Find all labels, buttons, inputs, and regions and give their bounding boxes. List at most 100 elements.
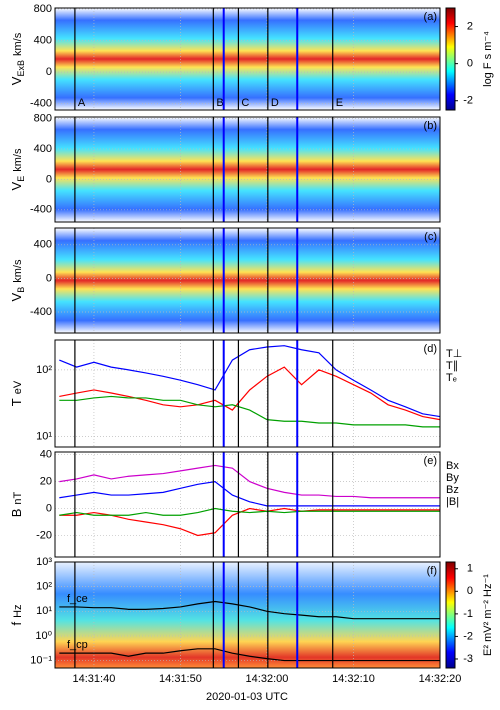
y-tick-label: -400 — [30, 306, 52, 318]
legend-entry: T∥ — [446, 360, 458, 372]
event-label: B — [216, 97, 223, 109]
panel-label: (e) — [424, 455, 437, 467]
legend-entry: Bz — [446, 484, 459, 496]
legend-entry: |B| — [446, 496, 459, 508]
y-tick-label: 10⁰ — [35, 630, 52, 642]
panel-frame — [54, 451, 441, 558]
y-tick-label: 0 — [46, 502, 52, 514]
y-tick-label: 0 — [46, 173, 52, 185]
y-label-symbol: V — [9, 181, 24, 190]
y-tick-label: 400 — [34, 143, 52, 155]
panel-frame — [54, 7, 441, 111]
y-tick-label: 10⁻¹ — [30, 654, 52, 666]
colorbar-tick-label: -3 — [463, 653, 473, 665]
y-tick-label: 10¹ — [36, 605, 52, 617]
legend-entry: Tₑ — [446, 372, 457, 384]
x-tick-label: 14:32:20 — [419, 673, 462, 685]
panel-frame — [54, 561, 441, 669]
colorbar-tick-label: 1 — [467, 563, 473, 575]
y-tick-label: -400 — [30, 204, 52, 216]
event-label: E — [336, 97, 343, 109]
y-tick-label: 800 — [34, 3, 52, 15]
event-label: A — [78, 97, 86, 109]
x-tick-label: 14:31:50 — [159, 673, 202, 685]
panel-label: (d) — [424, 343, 437, 355]
x-tick-label: 14:32:00 — [246, 673, 289, 685]
legend-entry: By — [446, 472, 459, 484]
y-label-subscript: E — [16, 176, 26, 182]
series-line — [59, 345, 441, 418]
line-label: f_cp — [67, 639, 88, 651]
series-line — [59, 395, 440, 428]
colorbar-label: log F s m⁻⁴ — [482, 31, 494, 87]
y-axis-label: TeV — [9, 380, 24, 406]
x-tick-label: 14:31:40 — [73, 673, 116, 685]
series-line — [59, 480, 440, 507]
event-label: C — [241, 97, 249, 109]
y-label-unit: nT — [12, 491, 24, 504]
y-axis-label: VExB km/s — [9, 32, 26, 85]
colorbar-tick-label: 0 — [467, 585, 473, 597]
colorbar-tick-label: -2 — [463, 95, 473, 107]
colorbar-label: E² mV² m⁻² Hz⁻¹ — [482, 574, 494, 656]
legend-entry: T⊥ — [446, 348, 462, 360]
y-axis-label: f Hz — [9, 604, 24, 625]
y-tick-label: 0 — [46, 272, 52, 284]
y-tick-label: 400 — [34, 34, 52, 46]
frequency-line — [59, 648, 440, 662]
y-label-unit: Hz — [12, 604, 24, 617]
spectrogram — [55, 117, 440, 222]
y-label-subscript: B — [16, 287, 26, 293]
colorbar-tick-label: 0 — [467, 58, 473, 70]
panel-frame — [54, 116, 441, 223]
panel-label: (a) — [424, 11, 437, 23]
panel-label: (c) — [424, 231, 437, 243]
colorbar — [445, 561, 456, 669]
series-line — [59, 464, 440, 499]
series-line — [59, 507, 440, 537]
event-label: D — [271, 97, 279, 109]
legend-entry: Bx — [446, 460, 459, 472]
y-tick-label: 0 — [46, 66, 52, 78]
y-tick-label: 20 — [40, 476, 52, 488]
colorbar-tick-label: -1 — [463, 608, 473, 620]
frequency-line — [59, 600, 440, 620]
colorbar — [445, 7, 456, 111]
spectrogram — [55, 8, 440, 110]
y-label-subscript: ExB — [16, 60, 26, 77]
panel-label: (b) — [424, 120, 437, 132]
spectrogram — [55, 562, 440, 668]
y-tick-label: 40 — [40, 449, 52, 461]
series-line — [59, 507, 440, 516]
line-label: f_ce — [67, 593, 88, 605]
y-tick-label: 800 — [34, 112, 52, 124]
y-tick-label: 10² — [36, 581, 52, 593]
colorbar-tick-label: 2 — [467, 20, 473, 32]
panel-frame — [54, 339, 441, 448]
y-label-symbol: f — [9, 622, 24, 626]
y-label-symbol: V — [9, 292, 24, 301]
y-label-symbol: T — [9, 398, 24, 406]
colorbar-tick-label: -2 — [463, 630, 473, 642]
x-axis-label: 2020-01-03 UTC — [206, 691, 288, 703]
spectrogram — [55, 228, 440, 333]
y-tick-label: 400 — [34, 239, 52, 251]
panel-frame — [54, 227, 441, 334]
y-tick-label: 10² — [36, 364, 52, 376]
panel-label: (f) — [427, 565, 437, 577]
y-label-unit: km/s — [12, 32, 24, 56]
y-label-unit: km/s — [12, 259, 24, 283]
y-label-symbol: V — [9, 76, 24, 85]
series-line — [59, 366, 441, 421]
y-axis-label: VEkm/s — [9, 148, 26, 190]
y-label-unit: km/s — [12, 148, 24, 172]
y-label-unit: eV — [12, 380, 24, 394]
y-axis-label: BnT — [9, 491, 24, 517]
y-tick-label: -20 — [36, 529, 52, 541]
x-tick-label: 14:32:10 — [332, 673, 375, 685]
y-label-symbol: B — [9, 509, 24, 518]
y-axis-label: VBkm/s — [9, 259, 26, 301]
y-tick-label: 10³ — [36, 556, 52, 568]
y-tick-label: -400 — [30, 98, 52, 110]
